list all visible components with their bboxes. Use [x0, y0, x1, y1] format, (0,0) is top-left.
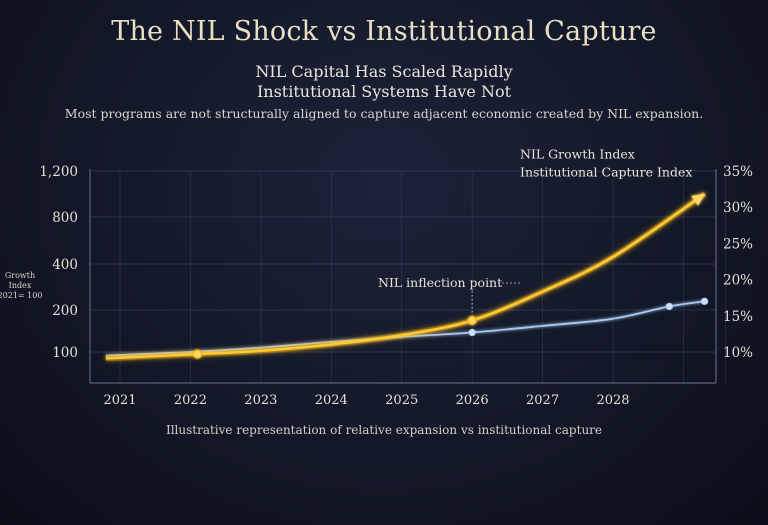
- chart-title: The NIL Shock vs Institutional Capture: [111, 16, 657, 47]
- x-tick-label: 2023: [244, 393, 277, 408]
- y-right-tick-label: 20%: [723, 273, 753, 289]
- capture-series-line: [105, 300, 705, 357]
- nil-series-line: [105, 192, 706, 360]
- x-tick-label: 2027: [526, 393, 559, 408]
- y-axis-title: Growth: [5, 271, 35, 280]
- chart-caption: Illustrative representation of relative …: [165, 423, 603, 437]
- x-tick-label: 2024: [315, 393, 348, 408]
- nil-arrowhead: [691, 194, 705, 206]
- x-tick-label: 2028: [596, 393, 629, 408]
- y-left-tick-label: 200: [52, 303, 78, 319]
- nil-point: [192, 349, 202, 359]
- annotation-label: NIL inflection point: [378, 275, 502, 290]
- x-tick-label: 2025: [385, 393, 418, 408]
- y-left-tick-label: 100: [52, 345, 78, 361]
- x-tick-label: 2021: [103, 393, 136, 408]
- legend-label: NIL Growth Index: [520, 147, 635, 162]
- x-tick-label: 2022: [174, 393, 207, 408]
- legend-label: Institutional Capture Index: [520, 165, 692, 180]
- capture-point: [665, 302, 674, 311]
- capture-point: [468, 328, 476, 337]
- y-axis-title: Index: [9, 281, 32, 290]
- y-right-tick-label: 15%: [723, 309, 753, 325]
- y-right-tick-label: 25%: [723, 236, 753, 252]
- x-tick-label: 2026: [456, 393, 489, 408]
- y-right-tick-label: 30%: [723, 200, 753, 216]
- y-right-tick-label: 10%: [723, 345, 753, 361]
- y-right-tick-label: 35%: [723, 164, 753, 180]
- chart-subtitle-line-2: Institutional Systems Have Not: [256, 82, 512, 101]
- y-left-tick-label: 400: [52, 257, 78, 273]
- chart-subtitle-line-1: NIL Capital Has Scaled Rapidly: [255, 62, 513, 81]
- y-left-tick-label: 800: [52, 210, 78, 226]
- capture-point: [700, 297, 709, 306]
- chart-description: Most programs are not structurally align…: [64, 106, 704, 121]
- y-left-tick-label: 1,200: [39, 164, 78, 180]
- nil-point: [467, 316, 477, 325]
- y-axis-title: 2021= 100: [0, 291, 42, 300]
